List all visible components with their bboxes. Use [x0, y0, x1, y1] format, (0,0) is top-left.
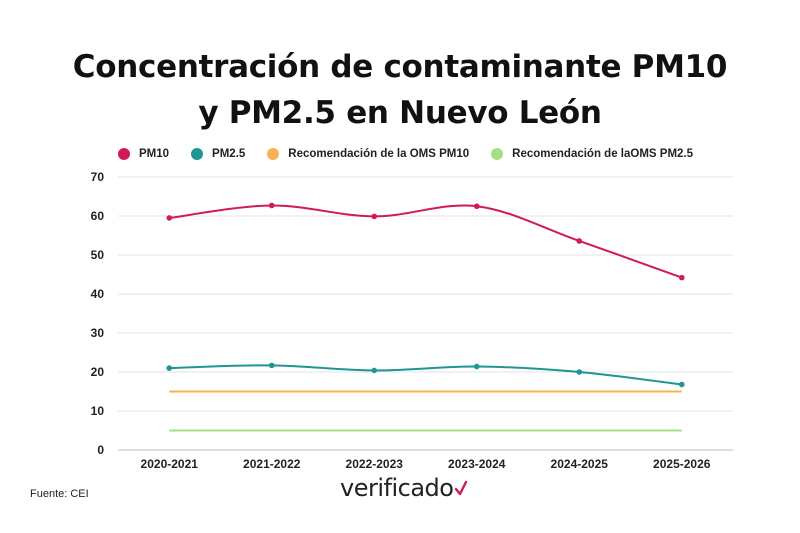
legend-swatch-pm10 [118, 148, 130, 160]
data-point-0-3 [473, 203, 480, 210]
x-tick-label: 2022-2023 [346, 457, 404, 471]
data-point-1-3 [473, 363, 480, 370]
x-tick-label: 2021-2022 [243, 457, 301, 471]
source-note: Fuente: CEI [30, 488, 89, 500]
legend-label-oms-pm25: Recomendación de laOMS PM2.5 [512, 148, 694, 160]
x-tick-label: 2020-2021 [141, 457, 199, 471]
x-tick-label: 2023-2024 [448, 457, 506, 471]
y-tick-label: 60 [91, 209, 105, 223]
legend-item-oms-pm25: Recomendación de laOMS PM2.5 [491, 148, 693, 160]
series-line-1 [169, 364, 682, 386]
x-tick-label: 2025-2026 [653, 457, 711, 471]
legend-label-oms-pm10: Recomendación de la OMS PM10 [288, 148, 470, 160]
y-tick-label: 40 [91, 287, 105, 301]
legend-swatch-oms-pm25 [491, 148, 504, 160]
data-point-1-1 [268, 362, 275, 369]
data-point-0-5 [678, 274, 685, 281]
series-line-0 [169, 204, 683, 279]
data-point-1-0 [166, 365, 173, 371]
verificado-logo: verificado [340, 474, 468, 502]
y-tick-label: 50 [91, 248, 105, 262]
chart-title: Concentración de contaminante PM10 y PM2… [0, 44, 800, 136]
y-tick-label: 10 [91, 404, 105, 418]
y-tick-label: 30 [91, 326, 105, 340]
data-point-0-4 [576, 238, 583, 244]
data-point-1-4 [576, 369, 583, 375]
legend-label-pm10: PM10 [139, 148, 170, 160]
x-tick-label: 2024-2025 [551, 457, 609, 471]
chart-title-line1: Concentración de contaminante PM10 [72, 49, 728, 85]
y-tick-label: 20 [91, 365, 105, 379]
data-point-0-1 [268, 202, 275, 209]
data-point-1-5 [678, 381, 685, 388]
chart-legend: PM10 PM2.5 Recomendación de la OMS PM10 … [118, 148, 715, 160]
data-point-0-0 [166, 215, 173, 221]
legend-swatch-pm25 [191, 148, 204, 160]
legend-swatch-oms-pm10 [267, 148, 280, 160]
legend-item-pm10: PM10 [118, 148, 169, 160]
y-tick-label: 70 [91, 170, 105, 184]
legend-label-pm25: PM2.5 [212, 148, 246, 160]
legend-item-oms-pm10: Recomendación de la OMS PM10 [267, 148, 469, 160]
data-point-0-2 [371, 213, 378, 220]
chart-title-line2: y PM2.5 en Nuevo León [198, 95, 602, 131]
data-point-1-2 [371, 367, 378, 374]
checkmark-icon [455, 480, 468, 496]
legend-item-pm25: PM2.5 [191, 148, 245, 160]
logo-text: verificado [340, 474, 454, 502]
y-tick-label: 0 [97, 443, 104, 457]
